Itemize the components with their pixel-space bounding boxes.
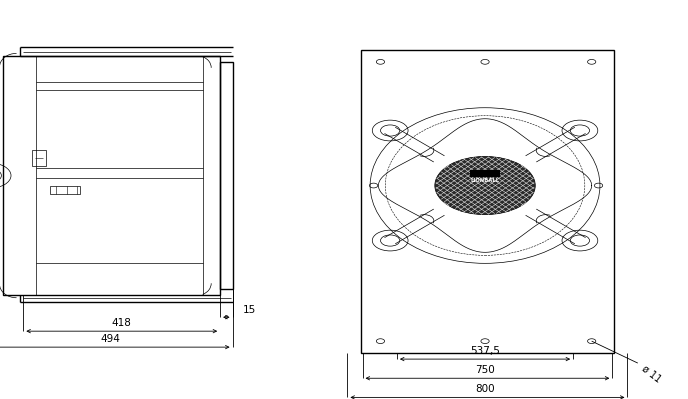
Bar	[32, 150, 46, 166]
Bar	[50, 186, 80, 194]
Bar	[470, 170, 500, 177]
Text: 750: 750	[475, 365, 495, 375]
Bar	[361, 50, 614, 353]
Text: ø 11: ø 11	[640, 364, 663, 385]
Bar	[220, 62, 233, 289]
Text: 800: 800	[475, 384, 495, 394]
Circle shape	[435, 156, 535, 215]
Text: 537,5: 537,5	[470, 346, 500, 356]
Text: 494: 494	[101, 334, 120, 344]
Text: 418: 418	[112, 318, 131, 328]
Bar	[3, 56, 220, 295]
Text: LIONBALL: LIONBALL	[471, 178, 499, 183]
Text: 15: 15	[243, 305, 257, 315]
